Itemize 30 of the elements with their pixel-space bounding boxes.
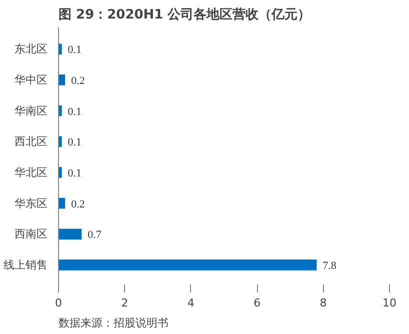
data-label: 0.7 [88,229,102,242]
data-label: 0.1 [68,136,82,149]
y-tick-label: 华东区 [14,196,48,210]
y-tick-label: 华中区 [14,73,48,86]
y-tick-label: 华北区 [14,166,48,179]
x-tick-label: 8 [320,296,327,310]
data-label: 7.8 [322,260,337,272]
bar [58,167,62,178]
y-tick-label: 华南区 [14,104,48,118]
bar [58,136,62,147]
y-tick-label: 线上销售 [4,258,48,272]
bar [58,44,62,54]
data-label: 0.1 [68,44,82,56]
x-tick-label: 6 [254,296,261,310]
source-note: 数据来源：招股说明书 [58,316,168,330]
x-tick-label: 2 [121,296,128,310]
y-tick-label: 西南区 [14,228,48,241]
data-label: 0.1 [68,167,82,180]
x-tick-label: 4 [187,296,194,310]
bar [58,260,317,270]
bar [58,74,66,86]
data-label: 0.2 [71,74,85,87]
y-tick-label: 西北区 [14,135,48,148]
y-tick-label: 东北区 [14,42,48,56]
x-tick-label: 10 [382,296,396,310]
chart-title: 图 29：2020H1 公司各地区营收（亿元） [58,6,311,22]
data-label: 0.2 [71,198,85,210]
x-tick-label: 0 [55,296,62,310]
data-label: 0.1 [68,106,82,118]
bar [58,228,82,240]
